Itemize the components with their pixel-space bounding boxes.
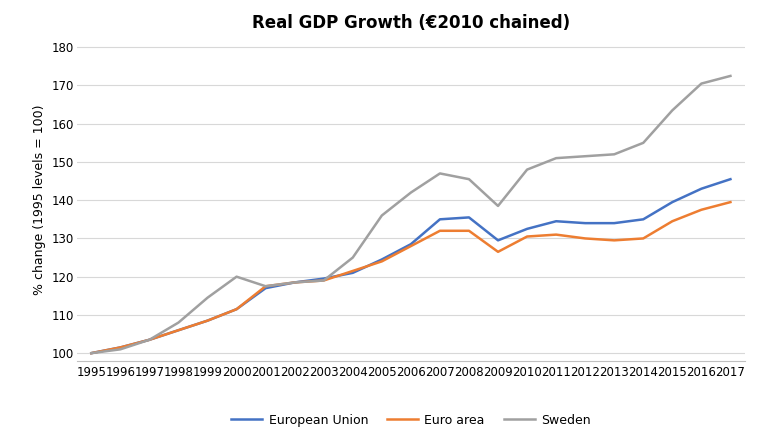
European Union	[232, 307, 241, 312]
European Union	[465, 215, 474, 220]
Euro area	[551, 232, 561, 237]
European Union	[377, 257, 386, 262]
Sweden	[610, 152, 619, 157]
Sweden	[493, 203, 502, 209]
Euro area	[261, 284, 270, 289]
European Union	[348, 270, 357, 275]
European Union	[203, 318, 212, 323]
European Union	[261, 286, 270, 291]
European Union	[116, 345, 125, 350]
Euro area	[581, 236, 590, 241]
European Union	[435, 216, 445, 222]
Sweden	[639, 140, 648, 146]
Euro area	[522, 234, 531, 239]
Sweden	[726, 73, 735, 79]
Euro area	[319, 278, 329, 283]
Legend: European Union, Euro area, Sweden: European Union, Euro area, Sweden	[226, 409, 596, 432]
Euro area	[290, 280, 300, 285]
Sweden	[465, 176, 474, 182]
Euro area	[610, 238, 619, 243]
Sweden	[261, 284, 270, 289]
Euro area	[406, 243, 415, 249]
Sweden	[377, 213, 386, 218]
Sweden	[435, 171, 445, 176]
Title: Real GDP Growth (€2010 chained): Real GDP Growth (€2010 chained)	[252, 15, 570, 33]
Y-axis label: % change (1995 levels = 100): % change (1995 levels = 100)	[33, 105, 46, 295]
Sweden	[290, 280, 300, 285]
European Union	[174, 327, 183, 333]
European Union	[290, 280, 300, 285]
Euro area	[348, 268, 357, 274]
European Union	[522, 226, 531, 231]
Euro area	[203, 318, 212, 323]
Sweden	[145, 337, 154, 342]
Sweden	[697, 81, 706, 86]
Line: Euro area: Euro area	[91, 202, 730, 353]
European Union	[87, 351, 96, 356]
Sweden	[116, 347, 125, 352]
Sweden	[348, 255, 357, 260]
Sweden	[319, 278, 329, 283]
European Union	[610, 220, 619, 226]
European Union	[697, 186, 706, 191]
Euro area	[174, 327, 183, 333]
European Union	[581, 220, 590, 226]
Euro area	[465, 228, 474, 234]
Sweden	[406, 190, 415, 195]
European Union	[406, 242, 415, 247]
Euro area	[232, 307, 241, 312]
European Union	[319, 276, 329, 281]
Sweden	[87, 351, 96, 356]
Sweden	[203, 295, 212, 301]
European Union	[726, 176, 735, 182]
Sweden	[581, 154, 590, 159]
Euro area	[145, 337, 154, 342]
Euro area	[116, 345, 125, 350]
European Union	[667, 199, 677, 205]
Sweden	[174, 320, 183, 325]
Euro area	[726, 199, 735, 205]
Euro area	[377, 259, 386, 264]
Sweden	[522, 167, 531, 172]
Sweden	[551, 155, 561, 161]
Sweden	[232, 274, 241, 279]
European Union	[551, 219, 561, 224]
European Union	[639, 216, 648, 222]
Line: Sweden: Sweden	[91, 76, 730, 353]
European Union	[145, 337, 154, 342]
Euro area	[639, 236, 648, 241]
Line: European Union: European Union	[91, 179, 730, 353]
Sweden	[667, 108, 677, 113]
Euro area	[493, 249, 502, 254]
Euro area	[87, 351, 96, 356]
Euro area	[435, 228, 445, 234]
European Union	[493, 238, 502, 243]
Euro area	[697, 207, 706, 213]
Euro area	[667, 219, 677, 224]
